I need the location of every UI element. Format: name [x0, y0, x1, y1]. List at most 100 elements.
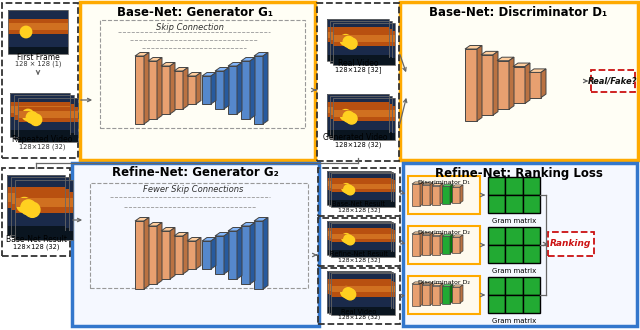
Bar	[465, 49, 477, 121]
Circle shape	[346, 236, 355, 245]
Bar	[330, 33, 392, 40]
Circle shape	[25, 202, 40, 217]
Bar	[432, 236, 440, 254]
Bar	[442, 186, 450, 204]
Bar	[327, 200, 391, 205]
Bar	[135, 56, 144, 124]
Polygon shape	[237, 62, 242, 114]
Polygon shape	[170, 62, 175, 114]
Bar	[408, 176, 480, 214]
Bar	[329, 222, 393, 256]
Polygon shape	[422, 283, 433, 285]
Bar	[241, 61, 250, 119]
Bar	[333, 22, 395, 65]
Text: Repeated Video: Repeated Video	[12, 136, 72, 145]
Bar	[333, 110, 395, 116]
Bar	[488, 227, 506, 245]
Bar	[329, 308, 393, 314]
Bar	[10, 93, 70, 137]
Bar	[331, 273, 395, 315]
Bar	[452, 187, 460, 203]
Bar	[331, 202, 395, 207]
Bar	[331, 223, 395, 257]
Bar	[330, 56, 392, 63]
Polygon shape	[254, 217, 268, 221]
Text: 128×128 (32): 128×128 (32)	[335, 142, 381, 148]
Polygon shape	[237, 227, 242, 279]
Bar	[327, 228, 391, 240]
Polygon shape	[170, 227, 175, 279]
Polygon shape	[420, 182, 423, 206]
Bar	[135, 221, 144, 289]
Bar	[327, 271, 391, 313]
Bar	[331, 183, 395, 189]
Polygon shape	[430, 182, 433, 205]
Bar	[329, 182, 393, 187]
Bar	[408, 276, 480, 314]
Bar	[18, 111, 78, 117]
Bar	[329, 179, 393, 191]
Bar	[187, 241, 196, 269]
Bar	[333, 35, 395, 42]
Bar	[506, 195, 523, 213]
Bar	[10, 106, 70, 113]
Polygon shape	[452, 185, 463, 187]
Bar	[18, 107, 78, 122]
Bar	[529, 72, 541, 98]
Bar	[14, 95, 74, 139]
Bar	[327, 171, 391, 205]
Bar	[329, 280, 393, 295]
Polygon shape	[440, 183, 443, 205]
Text: Real/Fake?: Real/Fake?	[588, 77, 637, 85]
Polygon shape	[442, 234, 453, 236]
Polygon shape	[452, 285, 463, 287]
Bar	[506, 177, 523, 195]
Bar	[329, 222, 393, 256]
Polygon shape	[224, 233, 229, 274]
Bar	[329, 232, 393, 238]
Bar	[327, 307, 391, 313]
Bar	[327, 271, 391, 313]
Polygon shape	[509, 57, 514, 109]
Polygon shape	[442, 284, 453, 286]
Polygon shape	[465, 46, 482, 49]
Polygon shape	[215, 233, 229, 236]
Circle shape	[344, 235, 353, 244]
Polygon shape	[420, 282, 423, 306]
Bar	[215, 236, 224, 274]
Bar	[330, 96, 392, 138]
Bar	[327, 94, 389, 136]
Bar	[15, 192, 73, 213]
Text: First Frame: First Frame	[17, 52, 60, 61]
Polygon shape	[144, 217, 149, 289]
Bar	[327, 19, 389, 61]
Polygon shape	[450, 184, 453, 204]
Bar	[2, 3, 78, 158]
Text: Discriminator D₂: Discriminator D₂	[418, 229, 470, 235]
Bar	[327, 283, 391, 290]
Bar	[318, 168, 400, 216]
Bar	[318, 218, 400, 266]
Bar	[329, 201, 393, 206]
Polygon shape	[412, 282, 423, 284]
Circle shape	[343, 36, 354, 47]
Bar	[327, 19, 389, 61]
Text: Refine-Net Result: Refine-Net Result	[330, 251, 388, 257]
Polygon shape	[481, 51, 498, 55]
Bar	[241, 226, 250, 284]
Polygon shape	[250, 57, 255, 119]
Polygon shape	[430, 233, 433, 255]
Bar	[254, 56, 263, 124]
Polygon shape	[529, 69, 546, 72]
Bar	[327, 102, 389, 117]
Bar	[174, 236, 183, 274]
Circle shape	[343, 288, 354, 299]
Polygon shape	[525, 63, 530, 103]
Bar	[10, 93, 70, 137]
Polygon shape	[493, 51, 498, 115]
Bar	[100, 20, 305, 128]
Bar	[161, 231, 170, 279]
Bar	[18, 135, 78, 142]
Polygon shape	[460, 285, 463, 303]
Polygon shape	[432, 233, 443, 236]
